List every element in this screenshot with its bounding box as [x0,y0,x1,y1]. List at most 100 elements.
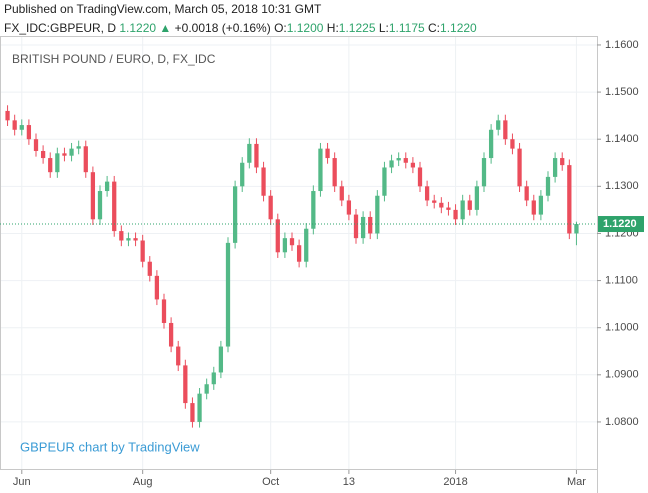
candle-body [360,216,366,239]
y-tick-label: 1.1600 [605,39,639,51]
grid [0,36,597,470]
candle-body [261,167,266,196]
x-tick-label: Mar [567,476,586,488]
candle-body [247,143,252,163]
candle-body [325,148,330,159]
change-arrow: ▲ [159,21,172,35]
candle-body [389,160,394,168]
candle-body [346,200,352,215]
candle-body [496,120,501,130]
candle-body [211,372,216,385]
candle-body [282,238,288,253]
x-tick-label: Aug [133,476,153,488]
candle-body [467,200,472,210]
candle-body [538,195,544,215]
low-value: 1.1175 [388,21,425,35]
candle-body [62,153,67,156]
x-tick-label: Jun [13,476,31,488]
candle-body [517,148,522,187]
candle-body [83,146,88,173]
candle-body [424,186,430,201]
candle-body [396,158,401,161]
quote-line: FX_IDC:GBPEUR, D 1.1220 ▲ +0.0018 (+0.16… [4,21,477,35]
candle-body [26,125,32,140]
candle-body [76,146,81,149]
candle-body [531,200,536,215]
open-value: 1.1200 [286,21,324,35]
candle-body [332,158,337,187]
candle-body [197,393,202,422]
candle-body [545,176,551,196]
candle-body [183,365,188,404]
candle-body [40,150,46,159]
candle-body [33,139,39,151]
candle-body [112,181,117,232]
candle-body [382,167,387,196]
candle-body [439,202,444,208]
candle-body [353,214,359,239]
candle-body [296,245,302,262]
y-tick-label: 1.0900 [605,369,639,381]
candle-body [97,191,103,220]
c-label: C: [428,21,441,35]
symbol: FX_IDC:GBPEUR, D [4,21,117,35]
candle-body [126,238,131,241]
candle-body [254,143,259,168]
x-tick-label: Oct [262,476,279,488]
candle-body [339,186,344,201]
candle-body [161,299,167,323]
candle-body [232,186,238,243]
y-tick-label: 1.1100 [605,274,638,286]
candle-body [119,231,124,241]
candle-body [417,167,423,187]
candle-body [510,139,515,149]
y-tick-label: 1.1300 [605,180,639,192]
change: +0.0018 (+0.16%) [174,21,271,35]
candle-body [368,216,373,234]
chart-title: BRITISH POUND / EURO, D, FX_IDC [12,52,216,66]
candle-body [190,403,195,422]
candle-body [55,153,60,173]
candle-body [104,181,110,192]
y-tick-label: 1.0800 [605,416,639,428]
published-line: Published on TradingView.com, March 05, … [4,2,322,16]
candle-body [154,275,160,300]
last-price-tag [598,216,644,233]
candle-body [488,129,494,159]
candle-body [403,158,408,163]
high-value: 1.1225 [338,21,376,35]
candle-body [225,242,231,347]
candle-body [574,224,579,234]
candle-body [69,148,74,156]
watermark: GBPEUR chart by TradingView [20,439,200,454]
o-label: O: [274,21,287,35]
candle-body [453,209,458,220]
candle-body [140,240,145,262]
l-label: L: [378,21,389,35]
candle-body [304,228,309,262]
candle-body [218,346,224,373]
candle-body [552,158,558,177]
h-label: H: [326,21,339,35]
candle-body [289,238,295,246]
x-tick-label: 13 [343,476,355,488]
candle-body [12,120,17,130]
candle-body [567,165,572,234]
candle-body [503,120,508,140]
candle-body [176,346,181,366]
candle-body [48,158,53,173]
candle-body [5,110,10,121]
last-price-label: 1.1220 [603,218,637,230]
y-tick-label: 1.1000 [605,322,639,334]
candle-body [446,207,451,210]
candle-body [168,322,174,347]
candle-body [318,148,323,192]
y-tick-label: 1.1400 [605,133,639,145]
candle-body [204,384,209,394]
last-price: 1.1220 [119,21,157,35]
candle-body [133,238,138,241]
candle-body [311,191,316,229]
x-tick-label: 2018 [443,476,467,488]
